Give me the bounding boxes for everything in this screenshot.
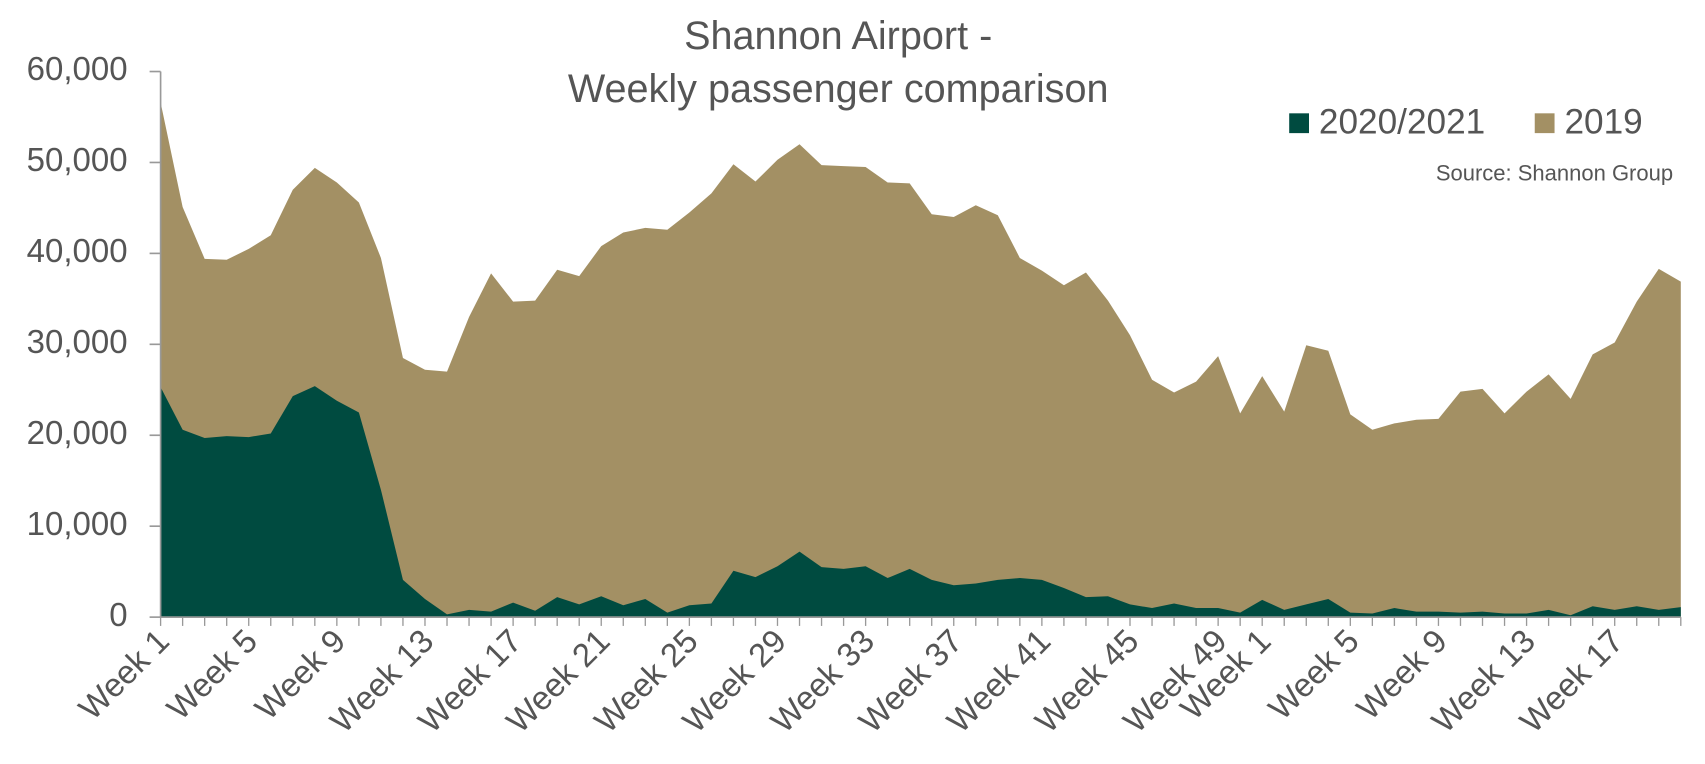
chart-title: Weekly passenger comparison: [568, 67, 1109, 111]
legend-swatch: [1534, 113, 1555, 134]
y-tick-label: 0: [109, 596, 127, 633]
y-tick-label: 30,000: [27, 323, 128, 360]
x-tick-label: Week 5: [159, 622, 264, 727]
area: [160, 102, 1681, 618]
source-note: Source: Shannon Group: [1436, 161, 1673, 186]
x-tick-label: Week 5: [1261, 622, 1366, 727]
y-tick-label: 50,000: [27, 141, 128, 178]
x-tick-label: Week 1: [71, 622, 176, 727]
y-tick-label: 10,000: [27, 505, 128, 542]
y-tick-label: 60,000: [27, 50, 128, 87]
legend-label: 2020/2021: [1319, 103, 1485, 142]
chart-title: Shannon Airport -: [684, 14, 992, 58]
area: [160, 386, 1681, 618]
legend-label: 2019: [1564, 103, 1642, 142]
y-tick-label: 20,000: [27, 414, 128, 451]
y-tick-label: 40,000: [27, 232, 128, 269]
legend-swatch: [1289, 113, 1309, 134]
